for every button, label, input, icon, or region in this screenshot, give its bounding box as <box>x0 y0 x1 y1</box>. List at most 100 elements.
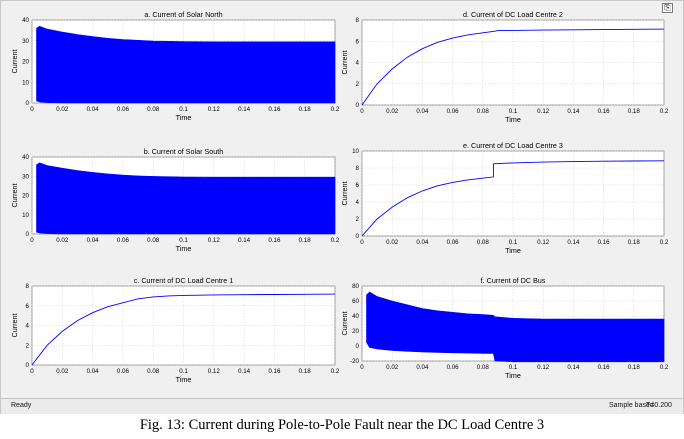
x-tick-label: 0.18 <box>299 368 312 375</box>
status-sample-text: Sample based <box>609 402 654 409</box>
x-axis-label: Time <box>176 375 192 384</box>
x-tick-label: 0.1 <box>179 368 188 375</box>
x-tick-label: 0 <box>30 237 34 244</box>
x-tick-label: 0.14 <box>567 108 580 115</box>
x-tick-label: 0.18 <box>299 237 312 244</box>
x-tick-label: 0.02 <box>56 106 69 113</box>
y-tick-label: 80 <box>352 283 359 290</box>
x-tick-label: 0.02 <box>386 239 399 246</box>
x-tick-label: 0.18 <box>628 364 641 371</box>
x-axis-label: Time <box>176 113 192 122</box>
y-tick-label: 10 <box>22 212 29 219</box>
x-tick-label: 0.04 <box>87 237 100 244</box>
x-tick-label: 0.16 <box>268 237 281 244</box>
x-tick-label: 0.2 <box>331 368 340 375</box>
x-tick-label: 0.12 <box>537 364 550 371</box>
y-tick-label: 4 <box>356 199 360 206</box>
y-tick-label: 0 <box>26 362 30 369</box>
series-line <box>31 293 336 366</box>
y-tick-label: 30 <box>22 38 29 45</box>
x-tick-label: 0.14 <box>567 364 580 371</box>
y-tick-label: -20 <box>350 358 360 365</box>
x-tick-label: 0 <box>360 364 364 371</box>
x-tick-label: 0.12 <box>537 108 550 115</box>
y-tick-label: 40 <box>352 313 359 320</box>
x-tick-label: 0.1 <box>509 108 518 115</box>
y-tick-label: 20 <box>22 59 29 66</box>
y-tick-label: 2 <box>356 216 360 223</box>
x-tick-label: 0 <box>30 106 34 113</box>
x-tick-label: 0.16 <box>598 239 611 246</box>
chart-title: b. Current of Solar South <box>144 147 224 156</box>
y-axis-label: Current <box>340 51 349 75</box>
x-axis-label: Time <box>505 115 521 124</box>
x-tick-label: 0 <box>360 239 364 246</box>
x-tick-label: 0.04 <box>416 364 429 371</box>
y-tick-label: 40 <box>22 17 29 24</box>
x-tick-label: 0.1 <box>179 106 188 113</box>
x-tick-label: 0.12 <box>208 368 221 375</box>
x-tick-label: 0.04 <box>87 368 100 375</box>
y-axis-label: Current <box>10 184 19 208</box>
y-tick-label: 8 <box>356 165 360 172</box>
chart-title: e. Current of DC Load Centre 3 <box>463 141 563 150</box>
x-tick-label: 0.06 <box>117 237 130 244</box>
x-tick-label: 0.08 <box>147 368 160 375</box>
x-tick-label: 0.04 <box>416 239 429 246</box>
x-tick-label: 0 <box>360 108 364 115</box>
y-tick-label: 8 <box>26 283 30 290</box>
chart-title: c. Current of DC Load Centre 1 <box>134 276 233 285</box>
x-tick-label: 0.1 <box>179 237 188 244</box>
x-tick-label: 0.18 <box>299 106 312 113</box>
y-tick-label: 0 <box>356 343 360 350</box>
y-tick-label: 4 <box>26 323 30 330</box>
chart-title: a. Current of Solar North <box>144 10 222 19</box>
y-tick-label: 20 <box>22 193 29 200</box>
chart-4: 0 0.02 0.04 0.06 0.08 0.1 0.12 0.14 0.16 0.18 0.2 0… <box>340 141 669 255</box>
x-tick-label: 0.2 <box>331 237 340 244</box>
chart-5: 0 0.02 0.04 0.06 0.08 0.1 0.12 0.14 0.16 0.18 0.2 -… <box>340 276 669 380</box>
x-tick-label: 0 <box>30 368 34 375</box>
x-tick-label: 0.12 <box>208 106 221 113</box>
x-axis-label: Time <box>505 246 521 255</box>
status-bar: Ready Sample based T=0.200 <box>1 398 683 414</box>
plots-area: 0 0.02 0.04 0.06 0.08 0.1 0.12 0.14 0.16 0.18 0.20… <box>10 10 669 384</box>
x-tick-label: 0.16 <box>598 108 611 115</box>
x-tick-label: 0.08 <box>477 364 490 371</box>
float-window-icon[interactable]: ⎘ <box>662 3 673 13</box>
y-tick-label: 20 <box>352 328 359 335</box>
x-tick-label: 0.08 <box>477 108 490 115</box>
x-tick-label: 0.08 <box>477 239 490 246</box>
series-envelope <box>36 25 336 104</box>
y-tick-label: 30 <box>22 173 29 180</box>
x-tick-label: 0.14 <box>238 237 251 244</box>
x-tick-label: 0.18 <box>628 108 641 115</box>
chart-2: 0 0.02 0.04 0.06 0.08 0.1 0.12 0.14 0.16 0.18 0.2 0… <box>10 276 340 384</box>
y-axis-label: Current <box>340 312 349 336</box>
x-tick-label: 0.06 <box>447 239 460 246</box>
x-tick-label: 0.2 <box>660 239 669 246</box>
y-tick-label: 0 <box>26 100 30 107</box>
y-tick-label: 40 <box>22 154 29 161</box>
y-tick-label: 10 <box>352 148 359 155</box>
x-tick-label: 0.2 <box>660 108 669 115</box>
x-tick-label: 0.02 <box>56 368 69 375</box>
x-tick-label: 0.2 <box>660 364 669 371</box>
x-tick-label: 0.14 <box>238 368 251 375</box>
x-tick-label: 0.02 <box>56 237 69 244</box>
chart-1: 0 0.02 0.04 0.06 0.08 0.1 0.12 0.14 0.16 0.18 0.2 0… <box>10 147 340 253</box>
x-axis-label: Time <box>176 244 192 253</box>
x-tick-label: 0.04 <box>416 108 429 115</box>
series-envelope <box>36 162 336 235</box>
figure-caption: Fig. 13: Current during Pole-to-Pole Fau… <box>139 417 545 433</box>
y-tick-label: 8 <box>356 17 360 24</box>
x-tick-label: 0.06 <box>447 364 460 371</box>
status-ready-text: Ready <box>11 402 32 409</box>
x-tick-label: 0.16 <box>268 368 281 375</box>
y-tick-label: 60 <box>352 298 359 305</box>
x-tick-label: 0.16 <box>598 364 611 371</box>
x-tick-label: 0.08 <box>147 237 160 244</box>
chart-title: f. Current of DC Bus <box>481 276 546 285</box>
y-tick-label: 4 <box>356 60 360 67</box>
y-tick-label: 6 <box>356 38 360 45</box>
